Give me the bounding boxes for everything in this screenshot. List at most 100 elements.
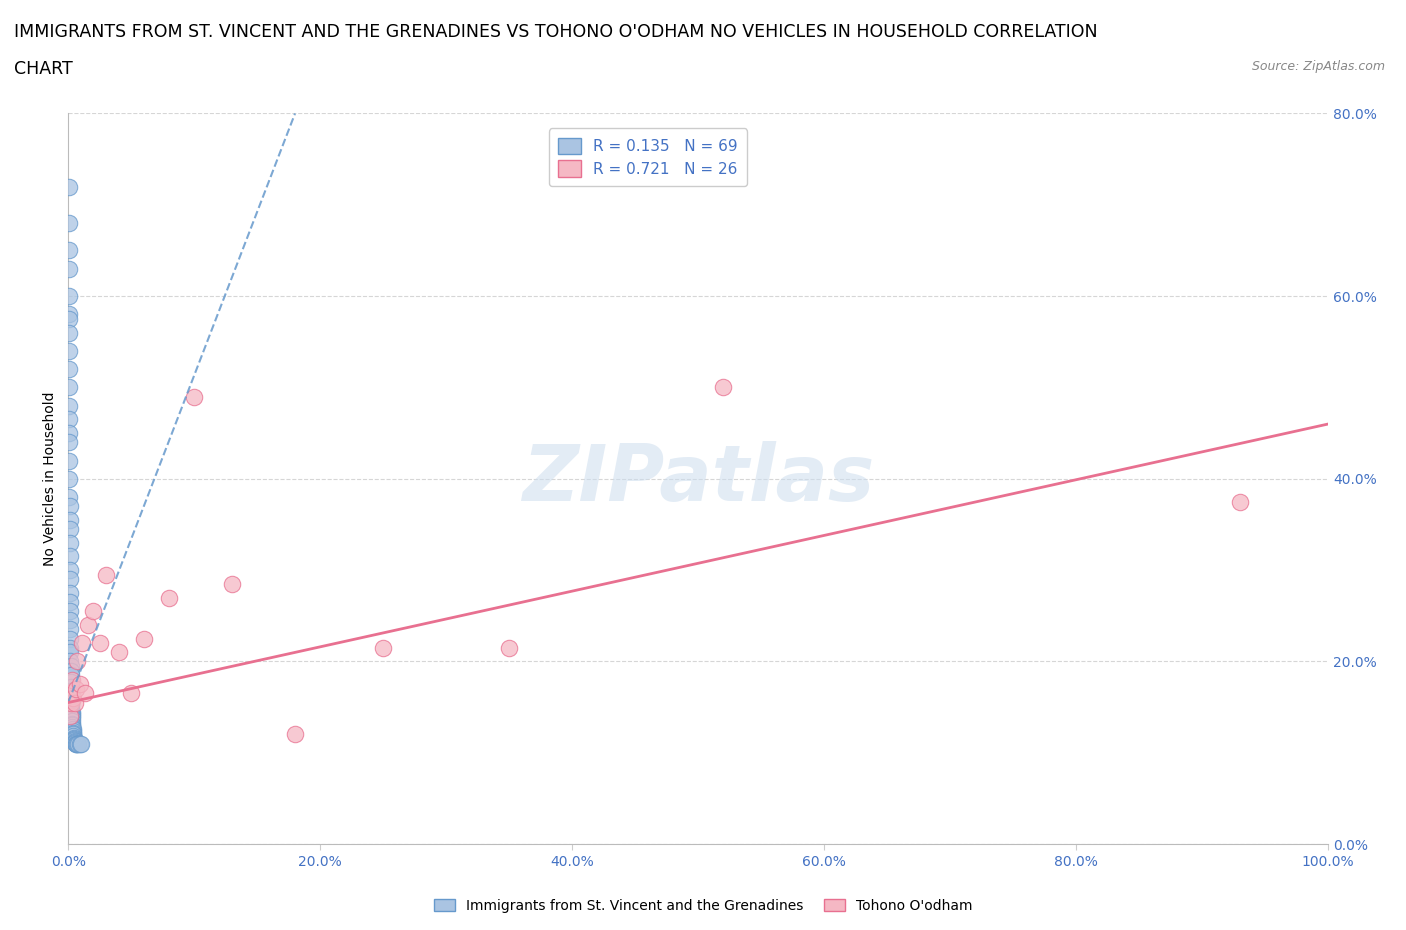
- Point: [59, 622, 82, 637]
- Point: [67, 737, 90, 751]
- Point: [69, 737, 91, 751]
- Point: [59, 668, 82, 683]
- Point: [59, 680, 82, 695]
- Point: [59, 572, 82, 587]
- Point: [60, 684, 83, 698]
- Point: [70, 636, 93, 651]
- Point: [82, 604, 104, 618]
- Point: [60, 695, 83, 710]
- Point: [498, 640, 520, 655]
- Point: [60, 704, 83, 719]
- Point: [59, 563, 82, 578]
- Point: [65, 737, 87, 751]
- Point: [58, 412, 80, 427]
- Point: [62, 731, 84, 746]
- Point: [62, 727, 84, 742]
- Point: [59, 522, 82, 537]
- Point: [77, 618, 100, 632]
- Point: [59, 536, 82, 551]
- Point: [58, 216, 80, 231]
- Point: [58, 380, 80, 395]
- Point: [60, 688, 83, 703]
- Point: [284, 727, 307, 742]
- Point: [63, 736, 86, 751]
- Point: [59, 709, 82, 724]
- Legend: R = 0.135   N = 69, R = 0.721   N = 26: R = 0.135 N = 69, R = 0.721 N = 26: [548, 128, 747, 186]
- Point: [58, 398, 80, 413]
- Point: [58, 261, 80, 276]
- Point: [94, 567, 117, 582]
- Point: [60, 701, 83, 716]
- Point: [60, 713, 83, 728]
- Point: [58, 489, 80, 504]
- Point: [60, 709, 83, 724]
- Point: [58, 179, 80, 194]
- Point: [69, 677, 91, 692]
- Point: [60, 707, 83, 722]
- Y-axis label: No Vehicles in Household: No Vehicles in Household: [44, 392, 58, 566]
- Point: [59, 613, 82, 628]
- Point: [58, 362, 80, 377]
- Point: [89, 636, 111, 651]
- Point: [373, 640, 395, 655]
- Point: [1229, 494, 1251, 509]
- Point: [59, 631, 82, 646]
- Point: [58, 312, 80, 326]
- Point: [59, 654, 82, 669]
- Point: [63, 732, 86, 747]
- Point: [107, 644, 129, 659]
- Point: [60, 718, 83, 733]
- Point: [65, 737, 87, 751]
- Point: [62, 691, 84, 706]
- Point: [59, 594, 82, 609]
- Point: [60, 672, 83, 687]
- Point: [58, 686, 80, 701]
- Point: [60, 691, 83, 706]
- Point: [59, 658, 82, 673]
- Point: [59, 498, 82, 513]
- Point: [58, 343, 80, 358]
- Point: [58, 453, 80, 468]
- Point: [59, 604, 82, 618]
- Point: [66, 654, 89, 669]
- Point: [58, 243, 80, 258]
- Point: [62, 725, 84, 740]
- Point: [62, 722, 84, 737]
- Point: [183, 389, 205, 404]
- Point: [58, 426, 80, 441]
- Point: [58, 326, 80, 340]
- Point: [63, 735, 86, 750]
- Point: [60, 716, 83, 731]
- Point: [60, 711, 83, 725]
- Point: [157, 590, 180, 604]
- Point: [59, 695, 82, 710]
- Point: [59, 549, 82, 564]
- Point: [132, 631, 155, 646]
- Point: [62, 724, 84, 738]
- Point: [66, 737, 89, 751]
- Text: IMMIGRANTS FROM ST. VINCENT AND THE GRENADINES VS TOHONO O'ODHAM NO VEHICLES IN : IMMIGRANTS FROM ST. VINCENT AND THE GREN…: [14, 23, 1098, 41]
- Point: [59, 644, 82, 659]
- Point: [59, 512, 82, 527]
- Point: [63, 733, 86, 748]
- Point: [221, 577, 243, 591]
- Point: [59, 663, 82, 678]
- Point: [59, 674, 82, 689]
- Point: [60, 720, 83, 735]
- Point: [59, 640, 82, 655]
- Point: [120, 686, 142, 701]
- Point: [69, 737, 91, 751]
- Point: [58, 472, 80, 486]
- Point: [58, 307, 80, 322]
- Point: [63, 734, 86, 749]
- Point: [60, 698, 83, 712]
- Point: [65, 682, 87, 697]
- Point: [59, 586, 82, 601]
- Point: [58, 288, 80, 303]
- Text: ZIPatlas: ZIPatlas: [522, 441, 875, 517]
- Point: [58, 435, 80, 450]
- Text: CHART: CHART: [14, 60, 73, 78]
- Legend: Immigrants from St. Vincent and the Grenadines, Tohono O'odham: Immigrants from St. Vincent and the Gren…: [429, 894, 977, 919]
- Point: [62, 729, 84, 744]
- Point: [73, 686, 96, 701]
